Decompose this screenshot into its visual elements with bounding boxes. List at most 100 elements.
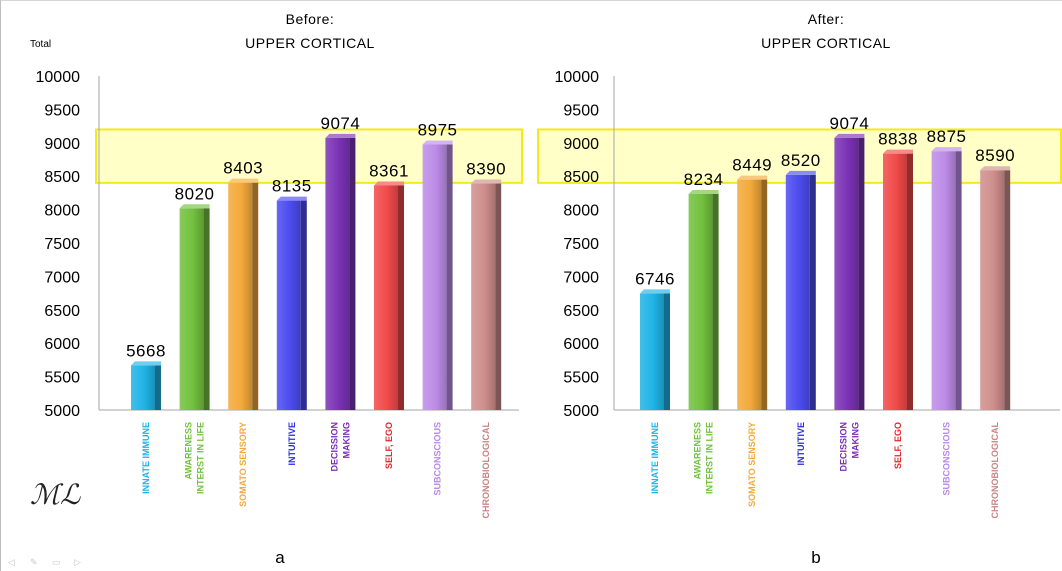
- chart-panel-b: After: UPPER CORTICAL 5000 5500 6000 6500 7000…: [520, 0, 1062, 571]
- bar: [640, 289, 670, 410]
- bar: [737, 175, 768, 410]
- bar-front: [688, 193, 713, 410]
- bar-top: [325, 133, 356, 138]
- data-label: 8520: [781, 151, 821, 170]
- data-label: 8361: [369, 161, 409, 180]
- bar: [325, 133, 356, 410]
- category-label: AWARENESS: [184, 422, 194, 480]
- bar: [131, 361, 161, 410]
- bar-top: [737, 175, 768, 180]
- category-label: SUBCONSCIOUS: [942, 422, 952, 496]
- bar-front: [471, 183, 496, 410]
- y-tick-label: 8000: [563, 203, 599, 220]
- bar-top: [422, 140, 453, 145]
- y-tick-label: 9500: [44, 102, 80, 119]
- bar-front: [179, 208, 204, 410]
- signature-logo: ℳℒ: [30, 478, 81, 511]
- data-label: 8449: [732, 156, 772, 175]
- y-tick-label: 6500: [563, 303, 599, 320]
- data-label: 8590: [975, 146, 1015, 165]
- bar: [422, 140, 453, 410]
- category-label: INNATE IMMUNE: [650, 422, 660, 494]
- data-label: 5668: [126, 341, 166, 360]
- y-tick-label: 5500: [563, 370, 599, 387]
- bar-top: [228, 178, 259, 183]
- arrow-left-icon[interactable]: ◁: [8, 557, 15, 567]
- y-tick-label: 9500: [563, 102, 599, 119]
- arrow-right-icon[interactable]: ▷: [74, 557, 81, 567]
- bar: [980, 166, 1011, 410]
- data-label: 6746: [635, 269, 675, 288]
- bar-side: [252, 182, 259, 410]
- menu-icon[interactable]: ▭: [52, 557, 61, 567]
- bar-side: [1004, 170, 1011, 410]
- category-label: SOMATO SENSORY: [747, 422, 757, 507]
- y-tick-label: 6000: [44, 336, 80, 353]
- bar-side: [349, 137, 356, 410]
- bar-top: [131, 361, 161, 366]
- bar-side: [300, 200, 307, 410]
- category-label: INTUITIVE: [796, 422, 806, 466]
- bar: [471, 179, 502, 410]
- chart-a: Before: UPPER CORTICAL 5000 5500 6000 6500 700…: [36, 11, 523, 567]
- bar-front: [980, 170, 1005, 410]
- bar-front: [276, 200, 301, 410]
- slide-nav[interactable]: ◁ ✎ ▭ ▷: [8, 557, 86, 567]
- bar-top: [179, 204, 210, 209]
- bar-side: [761, 179, 768, 410]
- category-label: MAKING: [341, 422, 351, 459]
- data-label: 8234: [684, 170, 724, 189]
- chart-title-line2: UPPER CORTICAL: [245, 35, 375, 51]
- bar: [883, 149, 913, 411]
- bar-front: [228, 182, 253, 410]
- bar: [179, 204, 210, 410]
- data-label: 8403: [223, 159, 263, 178]
- category-label: AWARENESS: [693, 422, 703, 480]
- chart-title-line1: Before:: [286, 11, 335, 27]
- y-tick-label: 5000: [44, 403, 80, 420]
- bar-side: [155, 365, 161, 410]
- bar-front: [931, 151, 956, 410]
- category-label: DECISSION: [329, 422, 339, 472]
- y-tick-label: 8500: [563, 169, 599, 186]
- data-label: 8020: [175, 184, 215, 203]
- y-tick-label: 7000: [563, 269, 599, 286]
- bar-side: [712, 193, 719, 410]
- bar-side: [858, 137, 865, 410]
- category-label: SELF, EGO: [893, 422, 903, 469]
- bar-top: [834, 133, 865, 138]
- bar-top: [640, 289, 670, 294]
- category-label: CHRONOBIOLOGICAL: [990, 422, 1000, 519]
- bar-top: [980, 166, 1011, 171]
- y-tick-label: 6500: [44, 303, 80, 320]
- y-tick-label: 10000: [555, 69, 600, 86]
- category-label: INTERST IN LIFE: [705, 422, 715, 494]
- y-tick-label: 9000: [563, 136, 599, 153]
- category-label: MAKING: [850, 422, 860, 459]
- bar-side: [907, 153, 913, 411]
- data-label: 8390: [466, 160, 506, 179]
- bar-front: [374, 185, 398, 410]
- bar: [785, 170, 816, 410]
- bar-top: [931, 147, 962, 152]
- bar-top: [471, 179, 502, 184]
- chart-title-line1: After:: [808, 11, 844, 27]
- bar-front: [325, 137, 350, 410]
- data-label: 9074: [829, 114, 869, 133]
- pen-icon[interactable]: ✎: [30, 557, 38, 567]
- bar-front: [834, 137, 859, 410]
- category-label: SELF, EGO: [384, 422, 394, 469]
- chart-panel-a: Before: UPPER CORTICAL 5000 5500 6000 6500 700…: [0, 0, 523, 571]
- bar-front: [737, 179, 762, 410]
- data-label: 8975: [418, 120, 458, 139]
- y-tick-label: 7000: [44, 269, 80, 286]
- panel-label: a: [275, 548, 285, 567]
- bar: [688, 189, 719, 410]
- y-tick-label: 5500: [44, 370, 80, 387]
- data-label: 9074: [320, 114, 360, 133]
- category-label: DECISSION: [838, 422, 848, 472]
- bar-front: [422, 144, 447, 410]
- y-tick-label: 8000: [44, 203, 80, 220]
- bar-top: [374, 181, 404, 186]
- bar-top: [276, 196, 307, 201]
